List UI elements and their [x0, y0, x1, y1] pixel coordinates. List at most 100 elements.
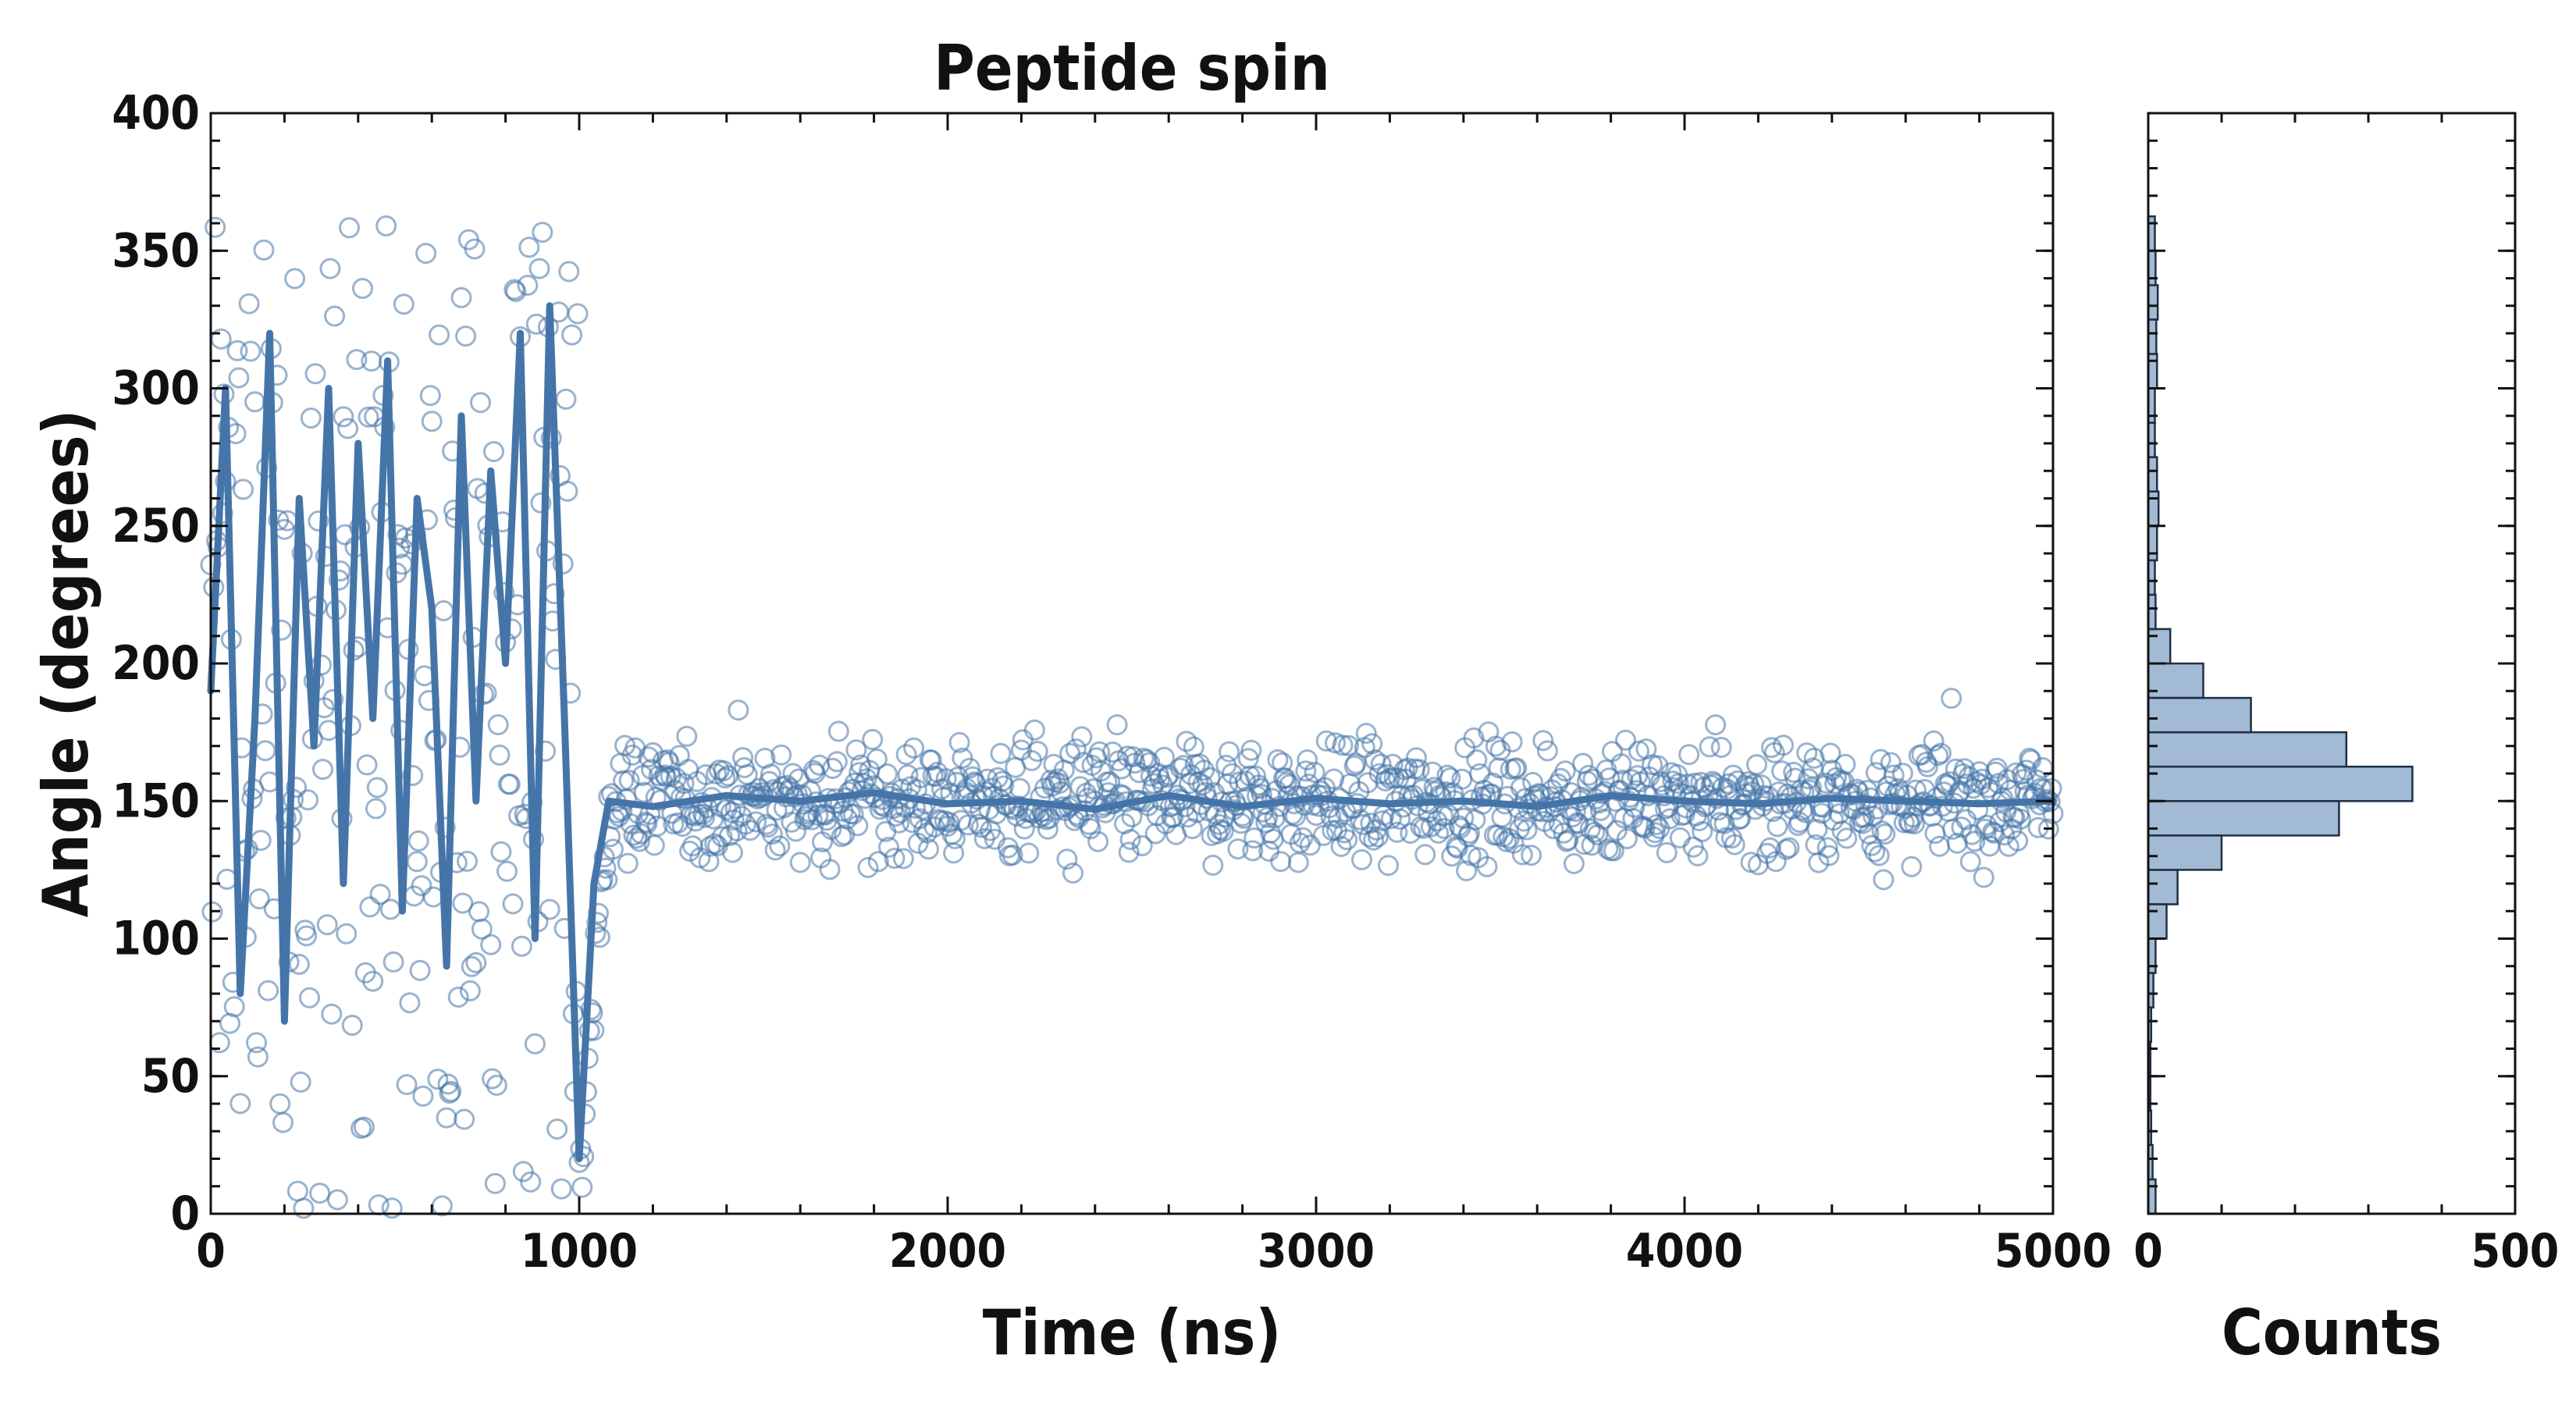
scatter-point: [1408, 759, 1430, 781]
scatter-point: [1773, 735, 1794, 756]
scatter-point: [623, 824, 645, 846]
scatter-point: [439, 1083, 461, 1104]
scatter-point: [557, 480, 578, 502]
scatter-point: [362, 970, 384, 992]
scatter-point: [402, 765, 424, 786]
scatter-point: [528, 258, 550, 279]
scatter-point: [1245, 765, 1267, 787]
scatter-point: [646, 815, 668, 837]
histogram-bar: [2147, 456, 2158, 493]
scatter-point: [1026, 741, 1048, 763]
scatter-point: [1511, 844, 1533, 866]
scatter-point: [464, 238, 486, 260]
scatter-point: [312, 759, 333, 781]
histogram-bar: [2147, 628, 2172, 665]
scatter-point: [356, 754, 378, 776]
scatter-point: [1056, 848, 1078, 870]
scatter-point: [1062, 863, 1083, 884]
scatter-point: [366, 777, 388, 799]
histogram-bar: [2147, 662, 2204, 699]
scatter-point: [1880, 752, 1902, 774]
scatter-point: [290, 1071, 311, 1093]
scatter-point: [1463, 727, 1485, 749]
scatter-point: [571, 1176, 593, 1198]
scatter-point: [399, 992, 421, 1014]
scatter-point: [1456, 860, 1478, 882]
scatter-point: [602, 838, 624, 860]
scatter-point: [1959, 851, 1981, 873]
main-chart-title: Peptide spin: [934, 32, 1330, 105]
x-tick-label: 4000: [1626, 1224, 1743, 1279]
histogram-bar: [2147, 696, 2252, 734]
scatter-point: [436, 1107, 457, 1129]
scatter-point: [1891, 763, 1913, 784]
scatter-point: [1212, 820, 1234, 842]
scatter-point: [1466, 749, 1488, 770]
scatter-point: [228, 367, 250, 389]
y-tick-label: 150: [112, 774, 200, 828]
scatter-point: [1864, 841, 1886, 863]
scatter-point: [822, 757, 844, 779]
scatter-point: [1927, 745, 1949, 767]
scatter-point: [1536, 740, 1558, 762]
scatter-point: [1644, 822, 1666, 844]
scatter-point: [1179, 773, 1201, 795]
scatter-point: [1219, 741, 1240, 763]
scatter-point: [1563, 853, 1585, 874]
scatter-point: [1405, 747, 1427, 769]
scatter-point: [1646, 814, 1667, 835]
scatter-point: [789, 852, 811, 873]
scatter-point: [892, 848, 914, 870]
scatter-point: [585, 923, 607, 944]
histogram-axis-ticks: 0 500: [2133, 112, 2559, 1279]
scatter-point: [1169, 757, 1191, 779]
scatter-point: [1806, 819, 1828, 841]
scatter-point: [1557, 829, 1579, 851]
scatter-point: [1659, 808, 1681, 830]
scatter-point: [1292, 827, 1314, 848]
scatter-point: [1868, 845, 1890, 866]
main-plot-frame: [209, 112, 2055, 1215]
scatter-point: [459, 980, 481, 1001]
scatter-point: [1836, 827, 1858, 849]
scatter-point: [1603, 840, 1624, 862]
scatter-point: [1581, 834, 1603, 856]
scatter-point: [1023, 719, 1045, 741]
y-tick-label: 300: [112, 361, 200, 416]
scatter-point: [1272, 752, 1293, 774]
scatter-point: [415, 243, 437, 265]
scatter-point: [957, 814, 979, 836]
scatter-point: [1656, 841, 1678, 863]
scatter-point: [1516, 819, 1538, 841]
scatter-point: [1420, 816, 1442, 838]
scatter-point: [1496, 831, 1517, 852]
scatter-point: [1923, 730, 1944, 752]
y-tick-label: 200: [112, 636, 200, 691]
scatter-point: [837, 808, 859, 830]
scatter-point: [567, 303, 589, 325]
scatter-point: [617, 852, 639, 874]
y-tick-label: 400: [112, 86, 200, 140]
scatter-point: [288, 953, 310, 975]
scatter-point: [827, 720, 849, 742]
scatter-point: [558, 261, 580, 283]
scatter-point: [339, 217, 360, 239]
scatter-point: [1501, 731, 1523, 752]
scatter-point: [369, 884, 391, 905]
scatter-point: [286, 777, 307, 799]
moving-average-line: [207, 302, 2057, 1162]
scatter-point: [1818, 845, 1840, 866]
scatter-point: [321, 1003, 343, 1025]
scatter-point: [381, 1197, 403, 1219]
scatter-point: [1873, 869, 1895, 891]
scatter-point: [1336, 829, 1358, 851]
scatter-point: [711, 826, 733, 848]
histogram-bar: [2147, 800, 2340, 837]
scatter-point: [1834, 753, 1856, 775]
scatter-point: [309, 1183, 331, 1204]
scatter-point: [1532, 730, 1554, 752]
scatter-point: [1181, 818, 1203, 840]
scatter-point: [336, 923, 358, 944]
scatter-point: [470, 392, 491, 414]
scatter-point: [586, 912, 608, 934]
